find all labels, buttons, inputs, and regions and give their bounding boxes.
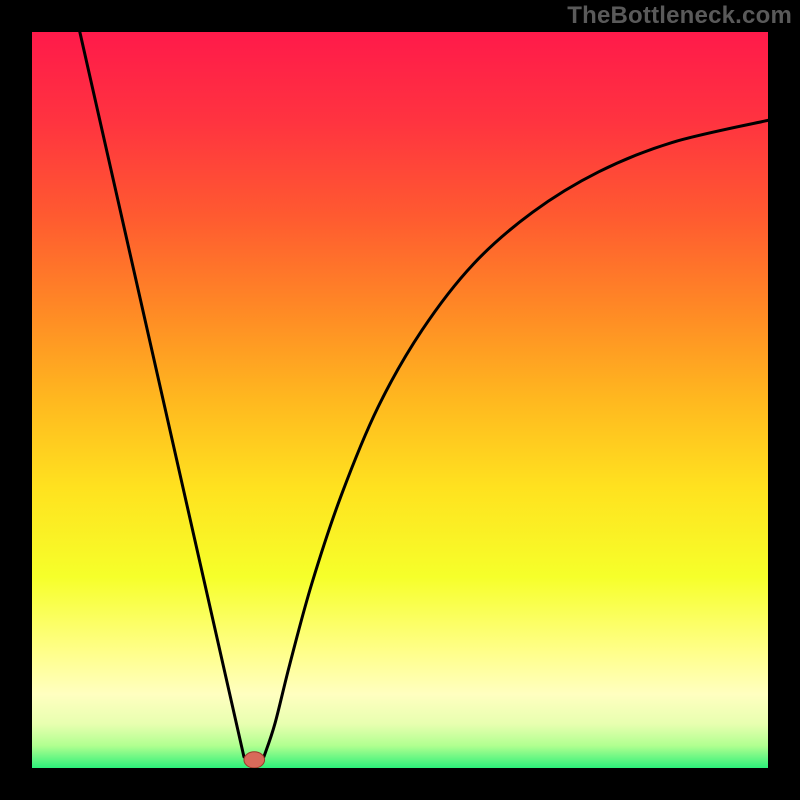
chart-container: TheBottleneck.com: [0, 0, 800, 800]
plot-area: [32, 32, 768, 768]
plot-svg: [32, 32, 768, 768]
plot-background: [32, 32, 768, 768]
minimum-marker: [244, 752, 265, 768]
watermark-text: TheBottleneck.com: [567, 2, 792, 30]
